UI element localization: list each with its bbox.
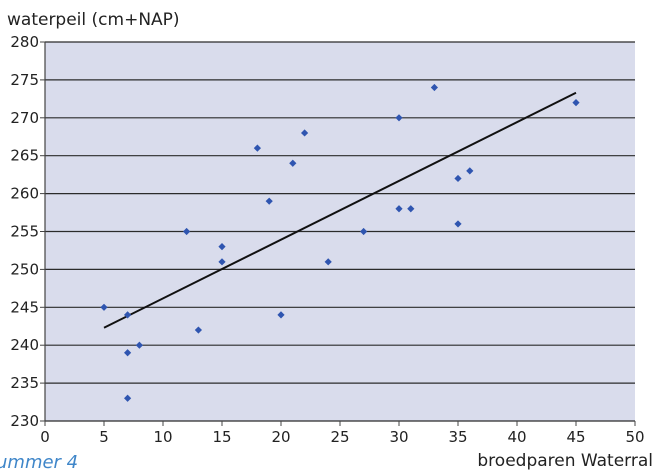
y-tick-label: 250 [10,260,39,278]
y-tick-labels: 230 235 240 245 250 255 260 265 270 275 280 [10,33,45,430]
y-axis-title: waterpeil (cm+NAP) [7,10,180,30]
data-point [289,159,297,167]
x-tick-label: 40 [507,428,526,446]
y-tick-label: 255 [10,223,39,241]
y-tick-label: 265 [10,147,39,165]
data-points [100,83,580,402]
y-tick-label: 260 [10,185,39,203]
data-point [572,99,580,107]
y-tick-label: 235 [10,374,39,392]
data-point [135,341,143,349]
data-point [324,258,332,266]
data-point [253,144,261,152]
data-point [183,227,191,236]
x-tick-label: 35 [448,428,467,446]
x-axis-title: broedparen Waterral [477,451,653,471]
x-tick-label: 15 [212,428,231,446]
data-point [430,83,438,92]
data-point [124,394,132,402]
grid-lines [44,41,635,422]
data-point [218,243,226,251]
trendline [103,91,577,329]
data-point [395,205,403,213]
x-tick-label: 45 [566,428,585,446]
data-point [124,311,132,319]
x-tick-label: 25 [330,428,349,446]
trendline-group [103,91,577,329]
data-point [265,197,273,205]
y-tick-label: 230 [10,412,39,430]
y-tick-label: 270 [10,109,39,127]
x-tick-label: 20 [271,428,290,446]
data-point [395,114,403,122]
figure-caption: ummer 4 [0,452,79,473]
data-point [301,129,309,137]
y-tick-label: 280 [10,33,39,51]
data-point [454,174,462,183]
data-point [100,303,108,311]
data-point [407,205,415,213]
data-point [218,258,226,266]
x-tick-label: 30 [389,428,408,446]
data-point [194,326,202,334]
x-tick-label: 5 [99,428,109,446]
y-tick-label: 245 [10,298,39,316]
data-point [454,220,462,228]
x-tick-label: 10 [153,428,172,446]
data-point [277,311,285,319]
x-tick-labels: 0 5 10 15 20 25 30 35 40 45 50 [40,421,645,446]
x-tick-label: 0 [40,428,50,446]
x-tick-label: 50 [625,428,644,446]
data-point [360,227,368,236]
data-point [466,167,474,175]
data-point [124,349,132,357]
y-tick-label: 275 [10,71,39,89]
y-tick-label: 240 [10,336,39,354]
